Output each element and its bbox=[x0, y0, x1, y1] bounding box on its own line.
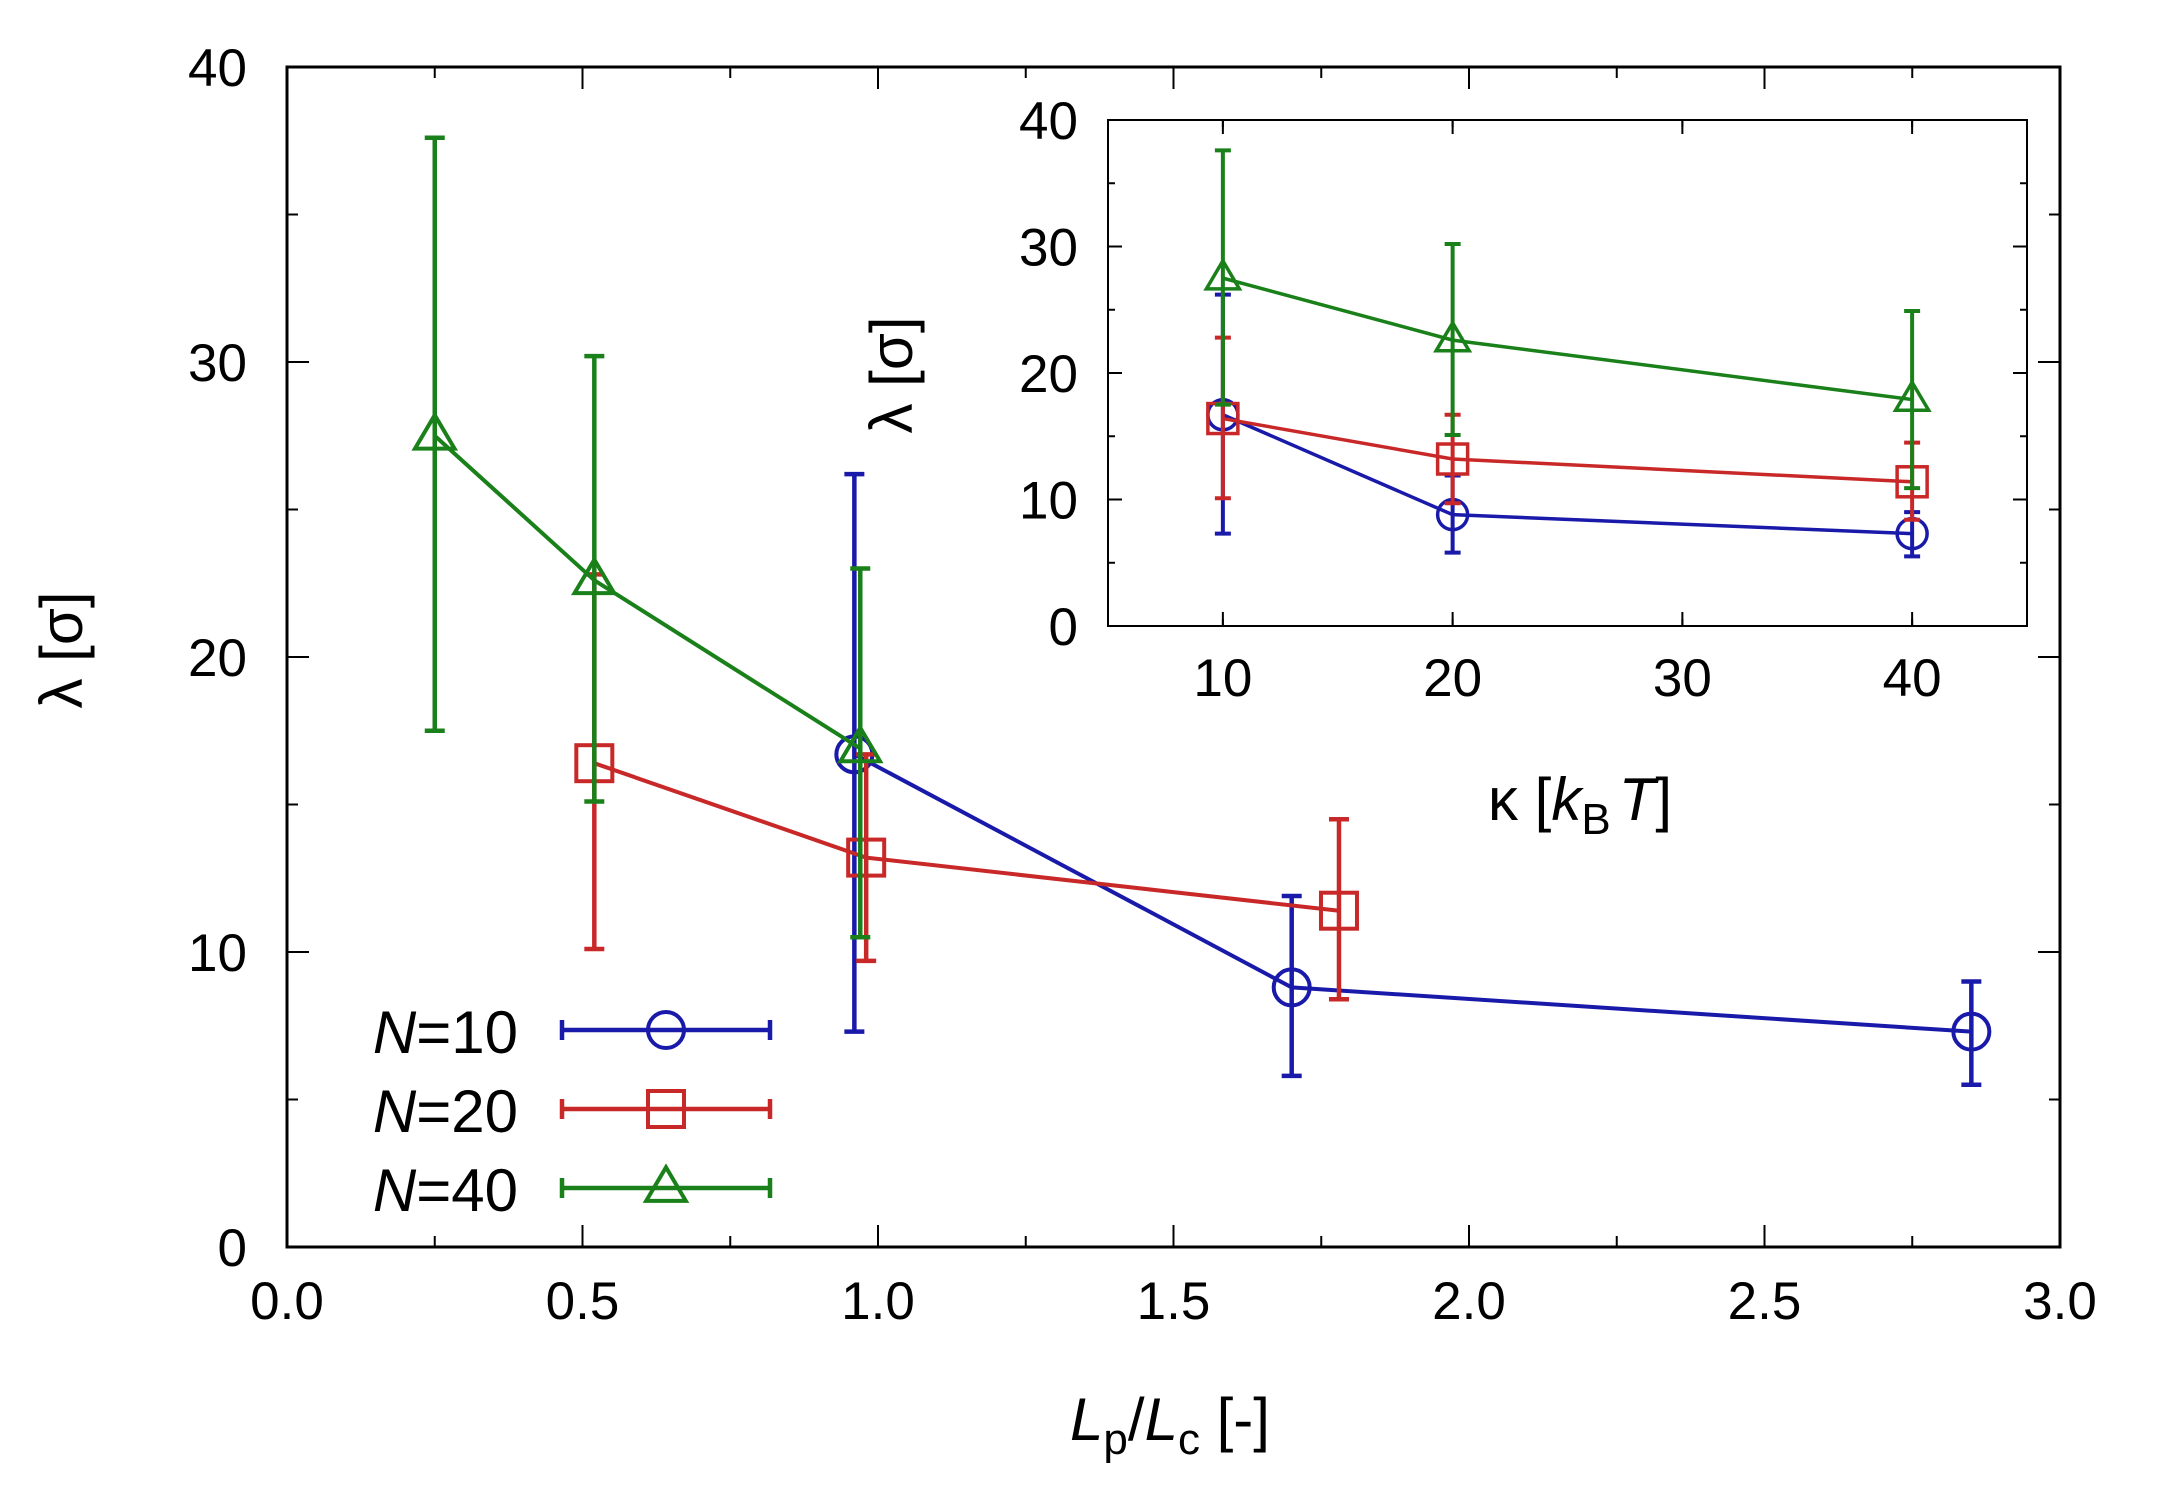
y-tick-label: 0 bbox=[218, 1219, 247, 1278]
inset-x-label-k: k bbox=[1551, 766, 1584, 833]
legend-entry-n20: N=20 bbox=[373, 1078, 773, 1145]
x-label-unit: [-] bbox=[1200, 1386, 1270, 1453]
x-label-l1: L bbox=[1070, 1386, 1103, 1453]
inset-x-label-sub: B bbox=[1581, 795, 1610, 844]
x-tick-label: 10 bbox=[1193, 649, 1252, 708]
inset-axes-frame bbox=[1107, 119, 2028, 627]
y-tick-label: 20 bbox=[1019, 345, 1078, 404]
legend-marker-circle bbox=[646, 1010, 686, 1050]
y-tick-label: 0 bbox=[1049, 598, 1078, 657]
data-point-triangle bbox=[571, 555, 618, 596]
error-bar bbox=[1328, 817, 1349, 1002]
main-x-tick-labels: 0.0 0.5 1.0 1.5 2.0 2.5 3.0 bbox=[250, 1272, 2097, 1331]
error-bar bbox=[584, 353, 605, 804]
legend-marker-triangle bbox=[642, 1163, 690, 1203]
x-tick-label: 40 bbox=[1883, 649, 1942, 708]
inset-x-label-open: [ bbox=[1518, 766, 1552, 833]
inset-x-label-kappa: κ bbox=[1488, 766, 1519, 833]
y-label-unit: [σ] bbox=[28, 591, 95, 678]
main-x-axis-label: Lp/Lc [-] bbox=[1070, 1386, 1270, 1464]
data-point-square bbox=[1318, 890, 1359, 931]
inset-chart: 10 20 30 40 0 10 20 30 40 κ [kB T] λ [σ] bbox=[858, 92, 2028, 844]
series-n20 bbox=[574, 572, 1359, 1002]
data-point-triangle bbox=[1203, 257, 1243, 291]
y-tick-label: 20 bbox=[188, 629, 247, 688]
legend: N=10 N=20 N=40 bbox=[373, 999, 773, 1224]
legend-swatch-n40 bbox=[559, 1163, 773, 1203]
error-bar bbox=[1961, 979, 1982, 1087]
x-tick-label: 2.5 bbox=[1728, 1272, 1802, 1331]
error-bar bbox=[1281, 893, 1302, 1079]
inset-y-label-symbol: λ bbox=[858, 404, 925, 434]
x-tick-label: 0.5 bbox=[546, 1272, 620, 1331]
x-tick-label: 30 bbox=[1653, 649, 1712, 708]
inset-background bbox=[1108, 120, 2027, 626]
error-bar bbox=[850, 566, 871, 940]
x-tick-label: 1.5 bbox=[1137, 1272, 1211, 1331]
series-n40 bbox=[411, 135, 884, 940]
main-y-axis-label: λ [σ] bbox=[28, 591, 95, 708]
y-tick-label: 40 bbox=[188, 39, 247, 98]
legend-entry-n40: N=40 bbox=[373, 1157, 773, 1224]
data-point-circle bbox=[1951, 1011, 1992, 1052]
data-point-circle bbox=[1271, 967, 1312, 1008]
inset-x-label-close: ] bbox=[1655, 766, 1672, 833]
y-tick-label: 10 bbox=[1019, 472, 1078, 531]
inset-tick-marks bbox=[1108, 119, 2027, 627]
data-point-square bbox=[846, 837, 887, 878]
series-n40 bbox=[1203, 148, 1932, 491]
legend-marker-square bbox=[646, 1089, 686, 1129]
error-bar bbox=[1444, 241, 1461, 437]
main-y-tick-labels: 0 10 20 30 40 bbox=[188, 39, 247, 1278]
error-bar bbox=[1214, 148, 1231, 407]
x-label-sub2: c bbox=[1178, 1415, 1200, 1464]
y-tick-label: 30 bbox=[1019, 219, 1078, 278]
y-tick-label: 10 bbox=[188, 924, 247, 983]
error-bar bbox=[424, 135, 445, 733]
legend-label-n40: N=40 bbox=[373, 1157, 518, 1224]
data-point-triangle bbox=[836, 723, 884, 764]
main-plot-area bbox=[411, 135, 1992, 1087]
x-tick-label: 2.0 bbox=[1432, 1272, 1506, 1331]
data-point-triangle bbox=[1892, 378, 1932, 413]
x-label-l2: L bbox=[1145, 1386, 1178, 1453]
inset-x-axis-label: κ [kB T] bbox=[1488, 766, 1672, 844]
x-label-slash: / bbox=[1128, 1386, 1145, 1453]
x-label-sub1: p bbox=[1103, 1415, 1127, 1464]
inset-y-tick-labels: 0 10 20 30 40 bbox=[1019, 92, 1078, 657]
inset-plot-area bbox=[1203, 148, 1932, 559]
x-tick-label: 20 bbox=[1423, 649, 1482, 708]
x-tick-label: 0.0 bbox=[250, 1272, 324, 1331]
y-label-symbol: λ bbox=[28, 679, 95, 709]
y-tick-label: 30 bbox=[188, 334, 247, 393]
data-point-square bbox=[1435, 442, 1470, 476]
data-point-triangle bbox=[411, 411, 459, 451]
inset-x-tick-labels: 10 20 30 40 bbox=[1193, 649, 1941, 708]
legend-label-n10: N=10 bbox=[373, 999, 518, 1066]
main-axes-frame bbox=[285, 65, 2062, 1249]
data-point-triangle bbox=[1433, 319, 1473, 353]
series-line bbox=[433, 434, 862, 751]
inset-y-axis-label: λ [σ] bbox=[858, 316, 925, 433]
x-tick-label: 1.0 bbox=[841, 1272, 915, 1331]
x-tick-label: 3.0 bbox=[2023, 1272, 2097, 1331]
y-tick-label: 40 bbox=[1019, 92, 1078, 151]
legend-swatch-n10 bbox=[559, 1010, 773, 1050]
inset-y-label-unit: [σ] bbox=[858, 316, 925, 403]
series-line bbox=[593, 761, 1340, 913]
legend-swatch-n20 bbox=[559, 1089, 773, 1129]
series-line bbox=[853, 752, 1972, 1034]
legend-label-n20: N=20 bbox=[373, 1078, 518, 1145]
inset-x-label-t: T bbox=[1619, 766, 1660, 833]
legend-entry-n10: N=10 bbox=[373, 999, 773, 1066]
error-bar bbox=[1904, 309, 1921, 491]
